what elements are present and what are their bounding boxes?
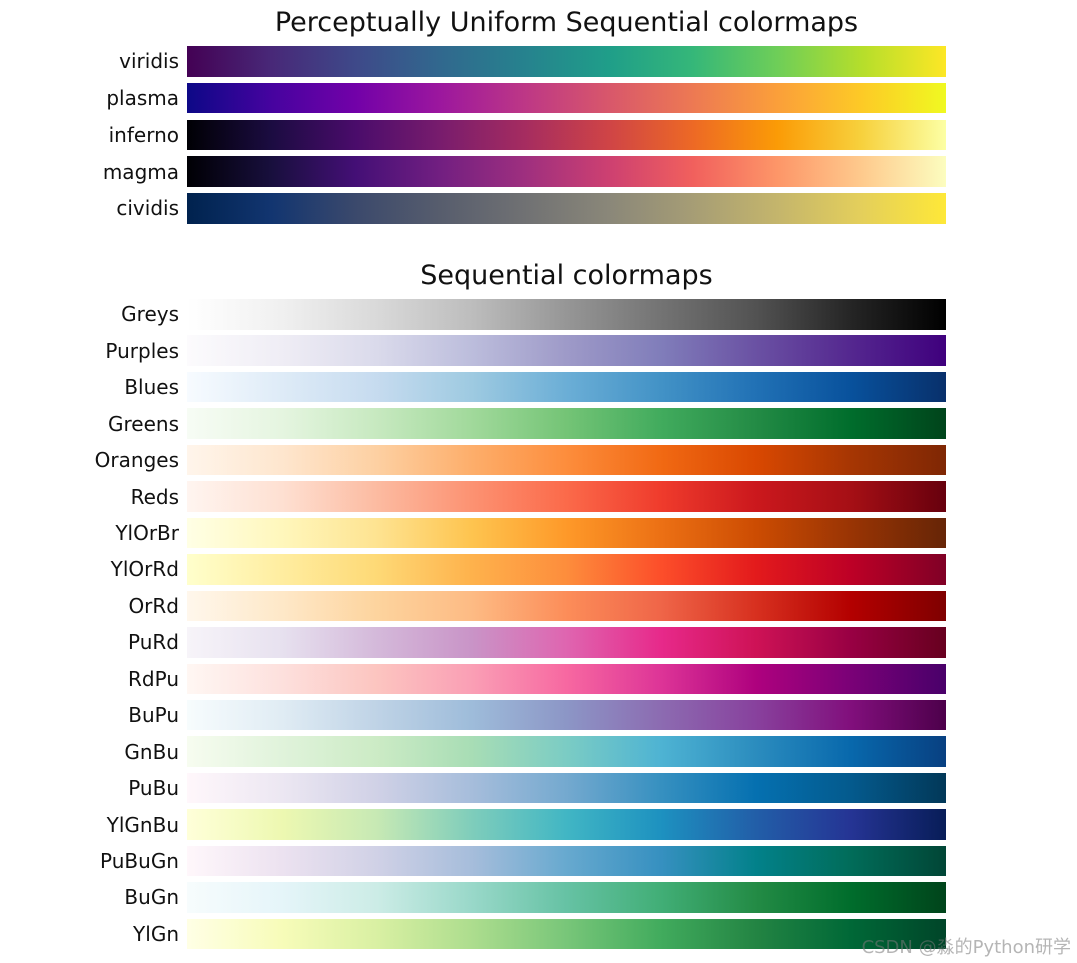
colormap-bar-bugn xyxy=(187,882,946,913)
colormap-label: YlOrBr xyxy=(115,520,179,545)
colormap-bar-plasma xyxy=(187,82,946,114)
colormap-bar-reds xyxy=(187,481,946,512)
colormap-bar-cividis xyxy=(187,193,946,224)
colormap-bar-magma xyxy=(187,156,946,187)
colormap-bar-ylgnbu xyxy=(187,809,946,840)
colormap-bar-ylgn xyxy=(187,918,946,950)
colormap-bar-pubugn xyxy=(187,845,946,877)
colormap-bar-purples xyxy=(187,335,946,366)
colormap-label: OrRd xyxy=(128,593,179,618)
colormap-label: Greens xyxy=(108,411,179,436)
colormap-label: BuGn xyxy=(124,885,179,910)
colormap-label: BuPu xyxy=(128,703,179,728)
colormap-label: YlOrRd xyxy=(110,557,179,582)
colormap-label: Blues xyxy=(124,375,179,400)
colormap-label: Oranges xyxy=(94,448,179,473)
colormap-label: Reds xyxy=(130,484,179,509)
colormap-bar-bupu xyxy=(187,699,946,731)
colormap-label: cividis xyxy=(116,196,179,221)
colormap-label: GnBu xyxy=(124,739,179,764)
colormap-bar-pubu xyxy=(187,772,946,804)
colormap-bar-viridis xyxy=(187,46,946,77)
colormap-label: YlGn xyxy=(133,921,179,946)
colormap-bar-ylorrd xyxy=(187,554,946,585)
panel-title: Perceptually Uniform Sequential colormap… xyxy=(274,7,859,38)
colormap-bar-orrd xyxy=(187,590,946,622)
colormap-label: PuRd xyxy=(128,630,179,655)
colormap-label: Greys xyxy=(121,302,179,327)
colormap-label: PuBu xyxy=(128,776,179,801)
colormap-bar-gnbu xyxy=(187,736,946,767)
colormap-label: inferno xyxy=(108,122,179,147)
colormap-label: RdPu xyxy=(128,666,179,691)
colormap-bar-oranges xyxy=(187,444,946,476)
colormap-label: Purples xyxy=(105,338,179,363)
watermark: CSDN @淼的Python研学 xyxy=(861,937,1071,958)
colormap-label: viridis xyxy=(119,49,179,74)
colormap-label: plasma xyxy=(106,86,179,111)
colormap-bar-greys xyxy=(187,299,946,330)
colormap-label: magma xyxy=(102,159,179,184)
colormap-bar-purd xyxy=(187,627,946,658)
colormap-bar-inferno xyxy=(187,119,946,151)
colormap-bar-ylorbr xyxy=(187,517,946,549)
colormap-label: YlGnBu xyxy=(106,812,179,837)
colormap-bar-rdpu xyxy=(187,663,946,694)
colormap-bar-blues xyxy=(187,371,946,403)
colormap-label: PuBuGn xyxy=(100,849,179,873)
colormap-bar-greens xyxy=(187,408,946,439)
panel-title: Sequential colormaps xyxy=(420,260,713,291)
